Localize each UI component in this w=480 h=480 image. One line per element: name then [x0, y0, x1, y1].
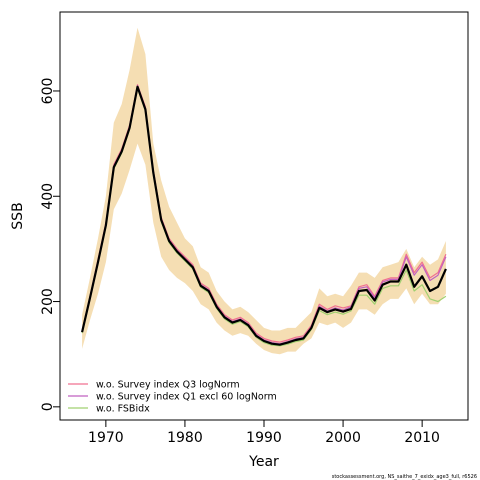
- plot-frame: [59, 11, 469, 421]
- x-axis: 1970 1980 1990 2000 2010: [88, 420, 440, 446]
- legend-label: w.o. Survey index Q1 excl 60 logNorm: [96, 392, 277, 403]
- y-tick-label: 600: [40, 78, 56, 105]
- x-axis-title: Year: [248, 454, 279, 470]
- confidence-band: [82, 27, 446, 355]
- confidence-band-area: [82, 27, 446, 355]
- y-axis: 0 200 400 600: [40, 78, 60, 411]
- legend-label: w.o. Survey index Q3 logNorm: [96, 380, 240, 391]
- x-tick-label: 1990: [246, 430, 282, 446]
- series-lines: [81, 84, 447, 347]
- x-tick-label: 1980: [167, 430, 203, 446]
- x-tick-label: 2010: [404, 430, 440, 446]
- footer-note: stockassessment.org, NS_saithe_7_exidx_a…: [332, 474, 477, 480]
- y-axis-title: SSB: [10, 202, 26, 229]
- y-tick-label: 0: [40, 402, 56, 411]
- y-tick-label: 200: [40, 288, 56, 315]
- y-tick-label: 400: [40, 183, 56, 210]
- series-line-estimate: [81, 85, 447, 346]
- x-tick-label: 1970: [88, 430, 124, 446]
- x-tick-label: 2000: [325, 430, 361, 446]
- legend-label: w.o. FSBidx: [96, 404, 150, 415]
